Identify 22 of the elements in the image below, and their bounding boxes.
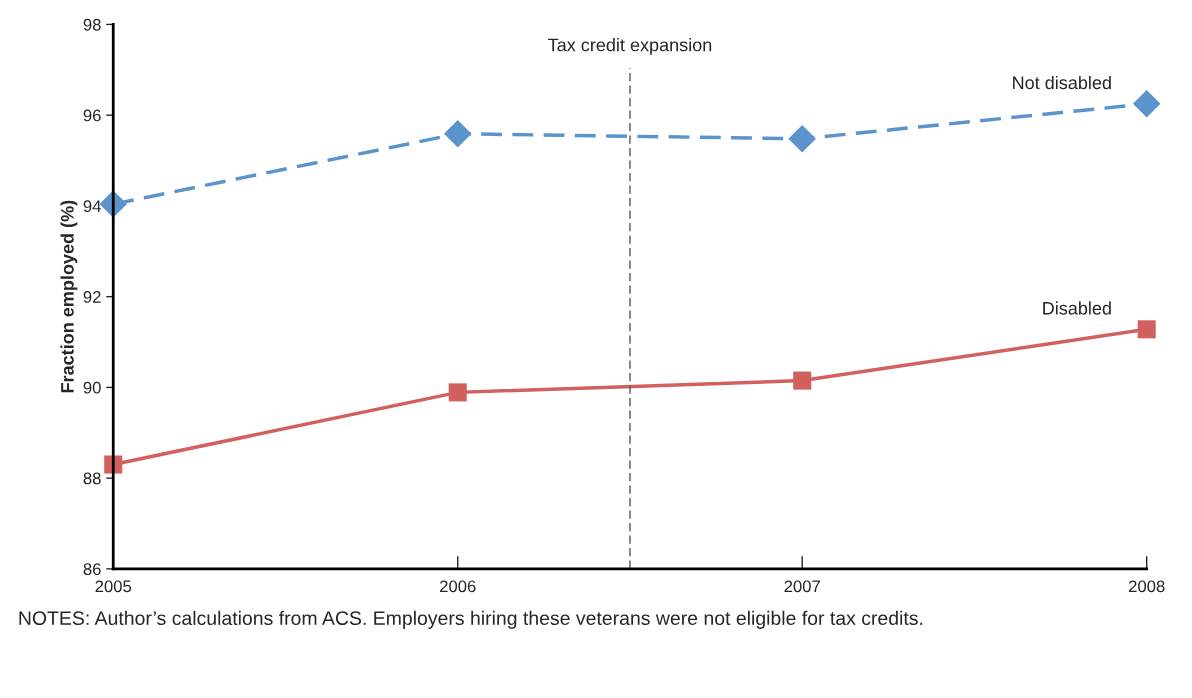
- text: NOTES: Author’s calculations from ACS. Employers hiring these veterans were not eligible for tax credits.: [19, 610, 923, 629]
- point: [793, 371, 812, 390]
- y-tick-label: 98: [83, 18, 101, 31]
- y-tick-label: 96: [83, 109, 101, 122]
- point: [788, 125, 816, 153]
- y-tick-label: 86: [83, 563, 101, 576]
- point: [443, 120, 472, 148]
- x-tick-label: 2008: [1129, 580, 1165, 593]
- series-label: Disabled: [1043, 301, 1111, 315]
- series-label: Not disabled: [1013, 75, 1111, 90]
- point: [1137, 320, 1156, 339]
- y-tick-label: 90: [83, 381, 101, 394]
- ref-line-label: Tax credit expansion: [548, 38, 712, 55]
- point: [1132, 90, 1161, 118]
- x-tick-label: 2005: [95, 580, 132, 593]
- point: [448, 383, 467, 402]
- x-tick-label: 2007: [784, 580, 820, 593]
- y-tick-label: 94: [83, 200, 101, 213]
- y-tick-label: 88: [83, 472, 101, 485]
- y-axis-title: Fraction employed (%): [60, 200, 78, 393]
- x-tick-label: 2006: [440, 580, 476, 593]
- y-tick-label: 92: [83, 291, 101, 303]
